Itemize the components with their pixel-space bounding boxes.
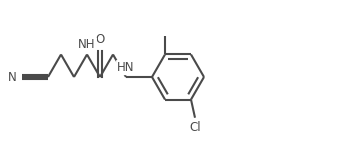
Text: Cl: Cl	[189, 121, 201, 134]
Text: O: O	[95, 33, 105, 46]
Text: NH: NH	[78, 38, 96, 51]
Text: N: N	[8, 71, 17, 83]
Text: HN: HN	[117, 61, 135, 74]
